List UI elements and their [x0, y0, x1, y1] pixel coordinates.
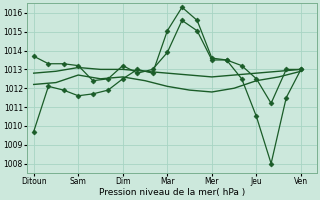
X-axis label: Pression niveau de la mer( hPa ): Pression niveau de la mer( hPa ) — [99, 188, 245, 197]
